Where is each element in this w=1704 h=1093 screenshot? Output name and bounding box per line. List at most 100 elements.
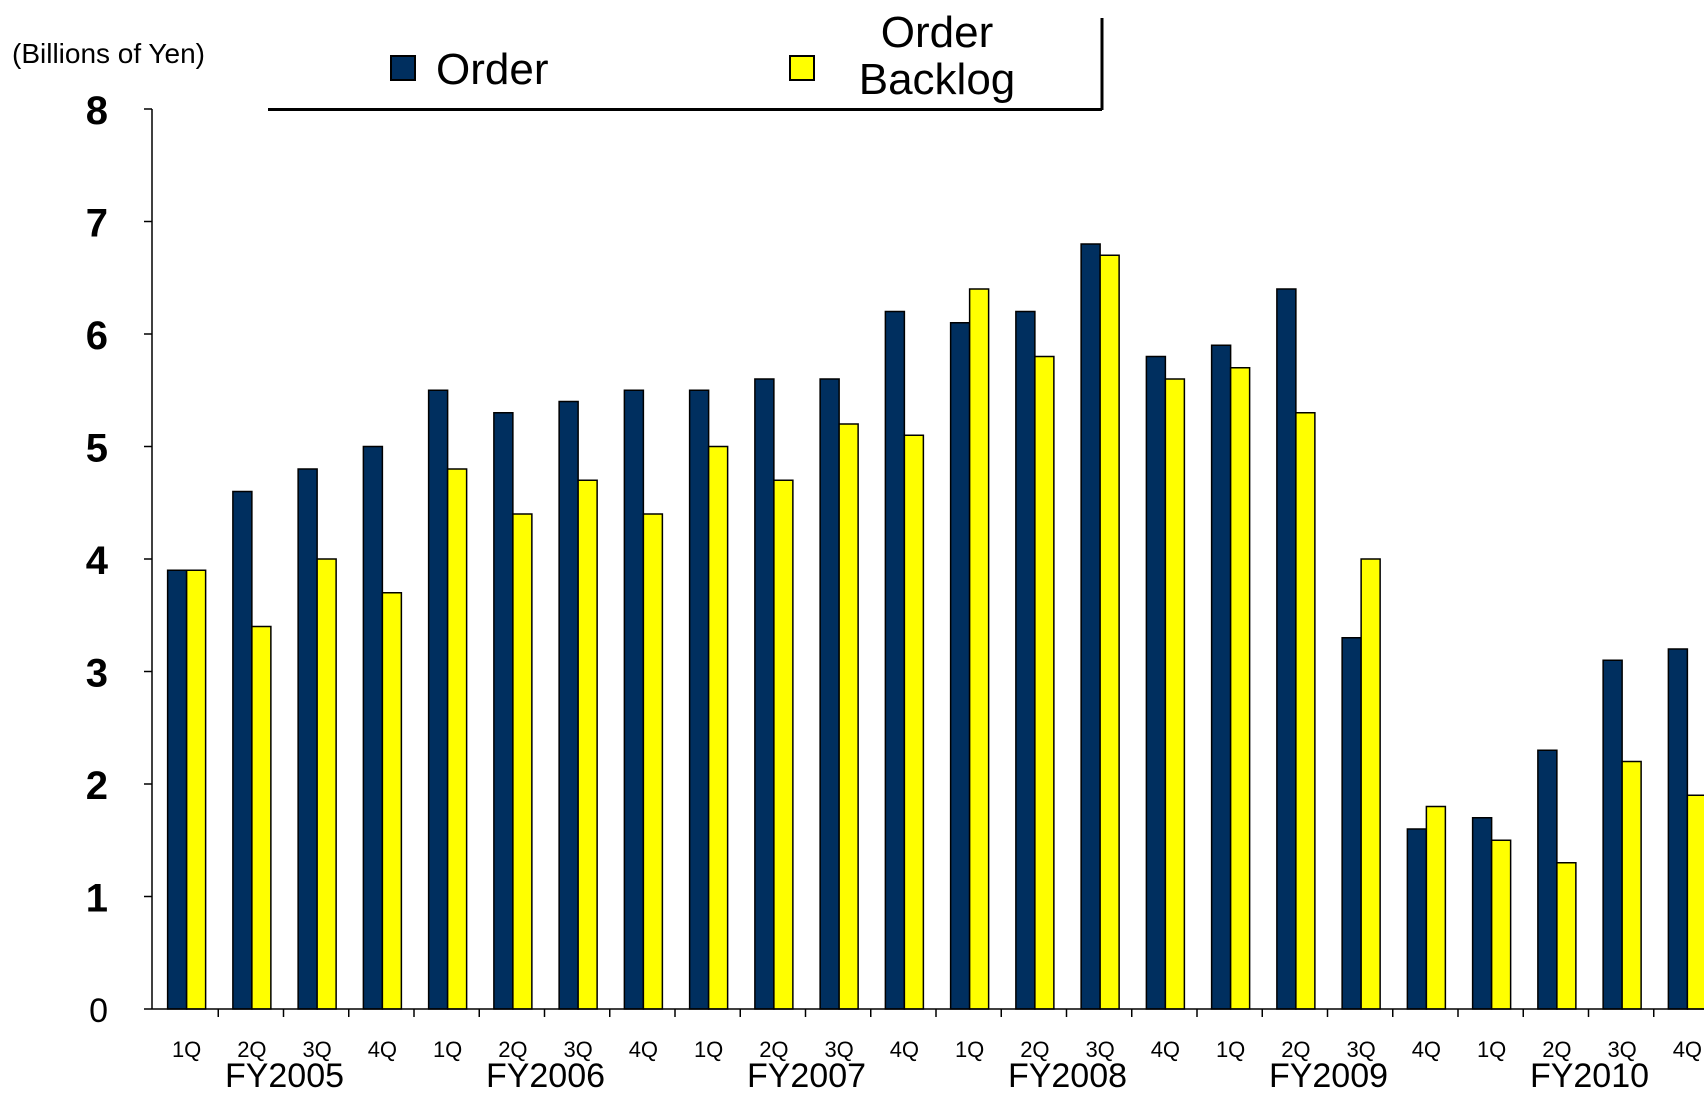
bar-order	[362, 445, 384, 1010]
x-tick-label: 3Q	[302, 1037, 331, 1062]
x-axis-labels: 1Q 2Q 3Q 4Q 1Q 2Q 3Q 4Q 1Q 2Q 3Q 4Q 1Q 2Q 3Q 4Q 1Q 2Q 3Q 4Q…	[172, 1037, 1702, 1093]
bar-order	[1341, 637, 1362, 1010]
x-group-label: FY2007	[747, 1057, 866, 1093]
y-tick-label: 3	[86, 652, 108, 696]
legend-label-order: Order	[436, 45, 548, 94]
x-tick-label: 1Q	[433, 1037, 462, 1062]
bar-order-backlog	[185, 569, 207, 1010]
bar-order-backlog	[251, 625, 272, 1010]
bar-order	[166, 569, 188, 1010]
bar-order	[1406, 828, 1428, 1010]
bar-order-backlog	[1229, 367, 1251, 1010]
x-tick-label: 1Q	[694, 1037, 723, 1062]
bar-order-backlog	[1556, 862, 1577, 1010]
x-tick-label: 2Q	[1020, 1037, 1049, 1062]
bar-order-backlog	[1295, 412, 1316, 1010]
bar-order	[1210, 344, 1232, 1010]
x-group-label: FY2005	[225, 1057, 344, 1093]
bar-order	[493, 412, 514, 1010]
bar-order	[819, 378, 840, 1010]
x-tick-label: 3Q	[1346, 1037, 1375, 1062]
bar-order-backlog	[642, 513, 664, 1010]
legend: Order Order Backlog	[268, 8, 1104, 111]
bar-order-backlog	[577, 479, 598, 1010]
y-axis-tick-labels: 0 1 2 3 4 5 6 7 8	[86, 89, 109, 1030]
x-tick-label: 2Q	[1542, 1037, 1571, 1062]
x-tick-label: 4Q	[890, 1037, 919, 1062]
bar-order	[1602, 659, 1623, 1010]
x-tick-label: 4Q	[368, 1037, 397, 1062]
y-tick-label: 4	[86, 539, 109, 583]
bar-order	[1667, 648, 1689, 1010]
x-tick-label: 4Q	[1151, 1037, 1180, 1062]
x-tick-label: 1Q	[955, 1037, 984, 1062]
x-group-label: FY2009	[1269, 1057, 1388, 1093]
bar-order-backlog	[903, 434, 925, 1010]
bar-order-backlog	[838, 423, 859, 1010]
x-tick-label: 3Q	[1607, 1037, 1636, 1062]
y-axis-ticks	[144, 108, 152, 1010]
bar-order-backlog	[512, 513, 533, 1010]
y-tick-label: 6	[86, 314, 108, 358]
y-tick-label: 2	[86, 764, 108, 808]
x-tick-label: 2Q	[237, 1037, 266, 1062]
bar-order	[297, 468, 318, 1010]
legend-label-order-backlog-line-2: Backlog	[859, 55, 1016, 104]
bar-order-backlog	[1621, 760, 1642, 1010]
y-tick-label: 7	[86, 202, 108, 246]
x-group-label: FY2010	[1530, 1057, 1649, 1093]
bar-order	[1015, 310, 1036, 1010]
bar-order	[232, 490, 253, 1010]
bar-order	[754, 378, 775, 1010]
x-tick-label: 2Q	[759, 1037, 788, 1062]
y-tick-label: 8	[86, 89, 108, 133]
bar-order-backlog	[1425, 805, 1447, 1010]
x-tick-label: 2Q	[1281, 1037, 1310, 1062]
bar-order-backlog	[1034, 355, 1055, 1010]
x-group-label: FY2006	[486, 1057, 605, 1093]
bar-order-backlog	[707, 445, 729, 1010]
bar-order-backlog	[773, 479, 794, 1010]
bar-order-backlog	[446, 468, 468, 1010]
legend-label-order-backlog-line-1: Order	[881, 8, 993, 57]
x-tick-label: 4Q	[629, 1037, 658, 1062]
bar-order-backlog	[1099, 254, 1120, 1010]
bar-order-backlog	[381, 592, 403, 1010]
bar-order-backlog	[1164, 378, 1186, 1010]
bar-order	[1080, 243, 1101, 1010]
x-tick-label: 4Q	[1412, 1037, 1441, 1062]
y-tick-label: 5	[86, 427, 108, 471]
bar-order	[558, 400, 579, 1010]
bar-order	[1537, 749, 1558, 1010]
bar-order-backlog	[1360, 558, 1381, 1010]
bars	[166, 243, 1704, 1010]
axes	[151, 109, 1704, 1017]
x-tick-label: 2Q	[498, 1037, 527, 1062]
x-tick-label: 3Q	[1085, 1037, 1114, 1062]
legend-swatch-order	[390, 55, 416, 81]
bar-order	[949, 322, 971, 1010]
bar-order	[1145, 355, 1167, 1010]
bar-order	[623, 389, 645, 1010]
y-tick-label: 0	[89, 992, 108, 1030]
x-tick-label: 3Q	[563, 1037, 592, 1062]
bar-order-backlog	[968, 288, 990, 1010]
bar-order-backlog	[316, 558, 337, 1010]
bar-order	[1276, 288, 1297, 1010]
y-axis-unit-label: (Billions of Yen)	[12, 38, 205, 69]
bar-order	[1471, 817, 1493, 1010]
y-tick-label: 1	[86, 877, 108, 921]
x-tick-label: 1Q	[1216, 1037, 1245, 1062]
bar-order-backlog	[1490, 839, 1512, 1010]
x-tick-label: 3Q	[824, 1037, 853, 1062]
x-tick-label: 1Q	[1477, 1037, 1506, 1062]
x-group-label: FY2008	[1008, 1057, 1127, 1093]
bar-order	[688, 389, 710, 1010]
x-tick-label: 4Q	[1673, 1037, 1702, 1062]
legend-swatch-order-backlog	[789, 55, 815, 81]
bar-order	[884, 310, 906, 1010]
x-tick-label: 1Q	[172, 1037, 201, 1062]
bar-order	[427, 389, 449, 1010]
bar-order-backlog	[1686, 794, 1704, 1010]
